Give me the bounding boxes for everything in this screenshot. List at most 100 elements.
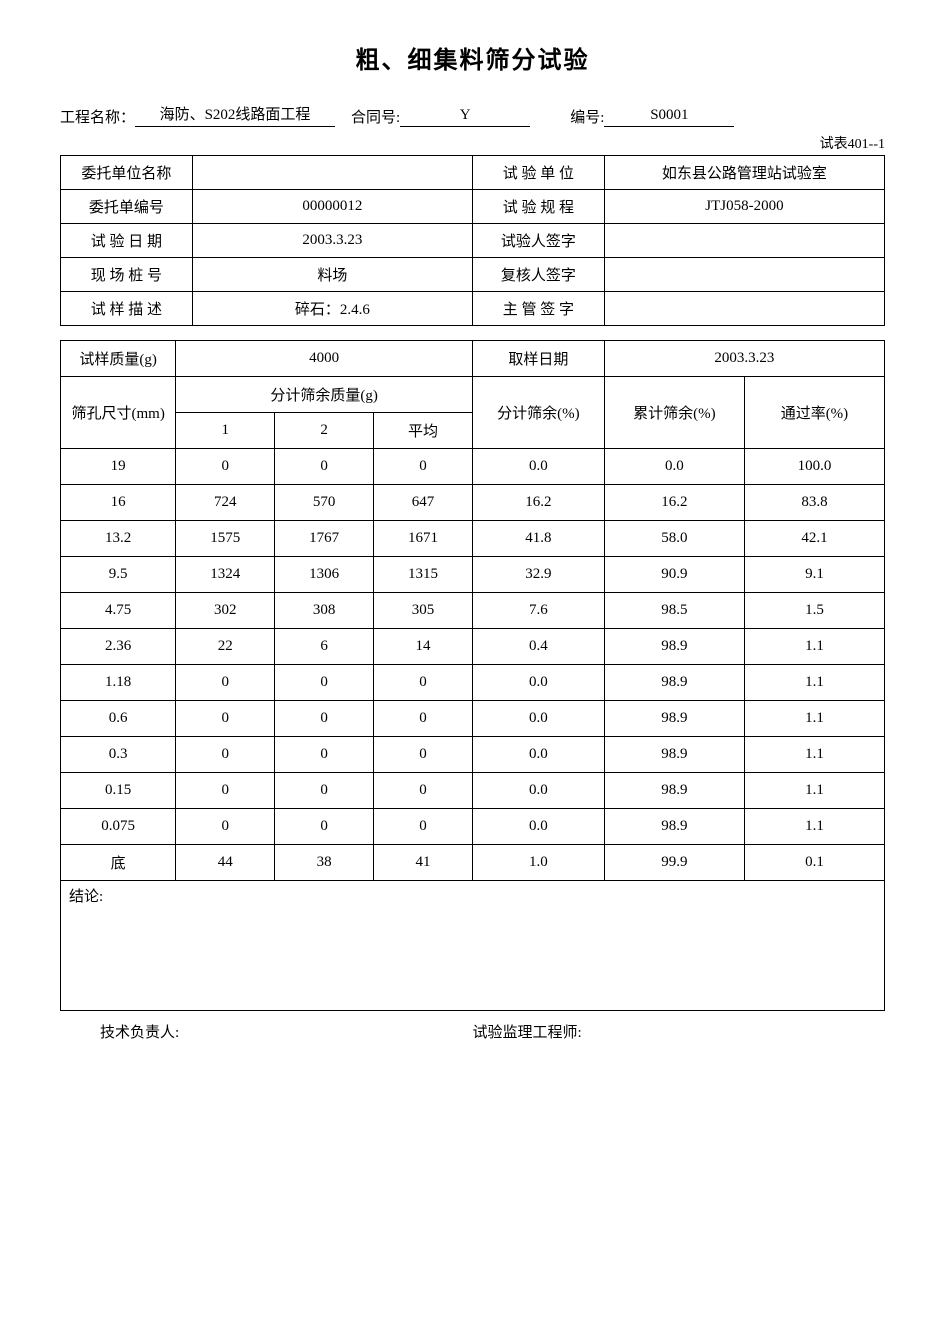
info-table: 委托单位名称试 验 单 位如东县公路管理站试验室委托单编号00000012试 验… <box>60 155 885 326</box>
sieve-cell-cp: 98.9 <box>604 773 744 809</box>
sieve-cell-pp: 1.1 <box>744 809 884 845</box>
sieve-cell-pp: 1.1 <box>744 737 884 773</box>
sieve-cell-pp: 1.1 <box>744 701 884 737</box>
cumulative-pct-header: 累计筛余(%) <box>604 377 744 449</box>
sieve-cell-size: 0.3 <box>61 737 176 773</box>
sieve-cell-m2: 6 <box>275 629 374 665</box>
sieve-row: 0.30000.098.91.1 <box>61 737 885 773</box>
footer-row: 技术负责人: 试验监理工程师: <box>60 1021 885 1042</box>
info-label: 现 场 桩 号 <box>61 258 193 292</box>
sieve-cell-cp: 16.2 <box>604 485 744 521</box>
sieve-cell-size: 0.6 <box>61 701 176 737</box>
sieve-cell-size: 4.75 <box>61 593 176 629</box>
sieve-cell-rp: 0.0 <box>472 665 604 701</box>
sieve-cell-m1: 0 <box>176 449 275 485</box>
sieve-cell-cp: 90.9 <box>604 557 744 593</box>
form-code: 试表401--1 <box>60 133 885 153</box>
sampling-date-label: 取样日期 <box>472 341 604 377</box>
info-row: 现 场 桩 号料场复核人签字 <box>61 258 885 292</box>
sieve-cell-cp: 58.0 <box>604 521 744 557</box>
info-label: 试 验 日 期 <box>61 224 193 258</box>
conclusion-label: 结论: <box>69 889 103 905</box>
info-value: 2003.3.23 <box>192 224 472 258</box>
sieve-cell-avg: 0 <box>374 701 473 737</box>
info-value: 料场 <box>192 258 472 292</box>
sieve-cell-size: 2.36 <box>61 629 176 665</box>
supervisor-label: 试验监理工程师: <box>473 1021 886 1042</box>
sieve-cell-m2: 1306 <box>275 557 374 593</box>
sieve-row: 4.753023083057.698.51.5 <box>61 593 885 629</box>
sieve-row: 底4438411.099.90.1 <box>61 845 885 881</box>
col1-header: 1 <box>176 413 275 449</box>
info-value <box>604 224 884 258</box>
sieve-cell-rp: 0.0 <box>472 737 604 773</box>
passing-pct-header: 通过率(%) <box>744 377 884 449</box>
sieve-cell-size: 0.075 <box>61 809 176 845</box>
page-title: 粗、细集料筛分试验 <box>60 40 885 75</box>
sieve-row: 2.36226140.498.91.1 <box>61 629 885 665</box>
sieve-cell-rp: 41.8 <box>472 521 604 557</box>
sieve-cell-rp: 7.6 <box>472 593 604 629</box>
sieve-cell-m1: 1575 <box>176 521 275 557</box>
sieve-cell-m1: 302 <box>176 593 275 629</box>
conclusion-box: 结论: <box>60 881 885 1011</box>
sieve-cell-rp: 1.0 <box>472 845 604 881</box>
sieve-cell-size: 9.5 <box>61 557 176 593</box>
sieve-cell-cp: 0.0 <box>604 449 744 485</box>
sieve-cell-m1: 0 <box>176 737 275 773</box>
sieve-cell-cp: 98.9 <box>604 701 744 737</box>
sieve-cell-m2: 38 <box>275 845 374 881</box>
sieve-cell-pp: 42.1 <box>744 521 884 557</box>
info-label: 主 管 签 字 <box>472 292 604 326</box>
sieve-cell-avg: 0 <box>374 773 473 809</box>
avg-header: 平均 <box>374 413 473 449</box>
info-label: 试 样 描 述 <box>61 292 193 326</box>
sieve-cell-m2: 0 <box>275 449 374 485</box>
sieve-cell-m1: 44 <box>176 845 275 881</box>
info-value <box>192 156 472 190</box>
sieve-cell-pp: 0.1 <box>744 845 884 881</box>
info-row: 委托单位名称试 验 单 位如东县公路管理站试验室 <box>61 156 885 190</box>
sieve-cell-avg: 0 <box>374 737 473 773</box>
project-label: 工程名称： <box>60 106 135 127</box>
sample-mass-label: 试样质量(g) <box>61 341 176 377</box>
tech-lead-label: 技术负责人: <box>60 1021 473 1042</box>
sieve-cell-pp: 9.1 <box>744 557 884 593</box>
sieve-cell-avg: 0 <box>374 449 473 485</box>
sieve-cell-pp: 83.8 <box>744 485 884 521</box>
sieve-cell-m2: 308 <box>275 593 374 629</box>
sieve-row: 9.513241306131532.990.99.1 <box>61 557 885 593</box>
sieve-cell-avg: 0 <box>374 665 473 701</box>
sieve-row: 190000.00.0100.0 <box>61 449 885 485</box>
sieve-cell-rp: 0.0 <box>472 809 604 845</box>
sieve-cell-m2: 0 <box>275 737 374 773</box>
info-label: 委托单编号 <box>61 190 193 224</box>
info-row: 试 验 日 期2003.3.23试验人签字 <box>61 224 885 258</box>
sieve-row: 1672457064716.216.283.8 <box>61 485 885 521</box>
sieve-cell-rp: 0.0 <box>472 701 604 737</box>
sieve-cell-avg: 41 <box>374 845 473 881</box>
sieve-cell-m1: 1324 <box>176 557 275 593</box>
sieve-cell-m2: 0 <box>275 809 374 845</box>
sieve-row: 13.215751767167141.858.042.1 <box>61 521 885 557</box>
retained-pct-header: 分计筛余(%) <box>472 377 604 449</box>
sieve-cell-avg: 0 <box>374 809 473 845</box>
project-value: 海防、S202线路面工程 <box>135 103 335 127</box>
data-table: 试样质量(g) 4000 取样日期 2003.3.23 筛孔尺寸(mm) 分计筛… <box>60 340 885 881</box>
sieve-cell-avg: 305 <box>374 593 473 629</box>
sieve-cell-size: 16 <box>61 485 176 521</box>
sieve-cell-avg: 1315 <box>374 557 473 593</box>
sieve-cell-size: 底 <box>61 845 176 881</box>
info-value <box>604 292 884 326</box>
info-label: 委托单位名称 <box>61 156 193 190</box>
sieve-cell-rp: 16.2 <box>472 485 604 521</box>
contract-label: 合同号: <box>351 106 400 127</box>
sieve-cell-m1: 0 <box>176 701 275 737</box>
sieve-cell-m1: 22 <box>176 629 275 665</box>
info-value <box>604 258 884 292</box>
sieve-row: 1.180000.098.91.1 <box>61 665 885 701</box>
sieve-cell-cp: 98.9 <box>604 809 744 845</box>
sieve-cell-cp: 98.9 <box>604 665 744 701</box>
sieve-row: 0.0750000.098.91.1 <box>61 809 885 845</box>
sieve-cell-m1: 724 <box>176 485 275 521</box>
